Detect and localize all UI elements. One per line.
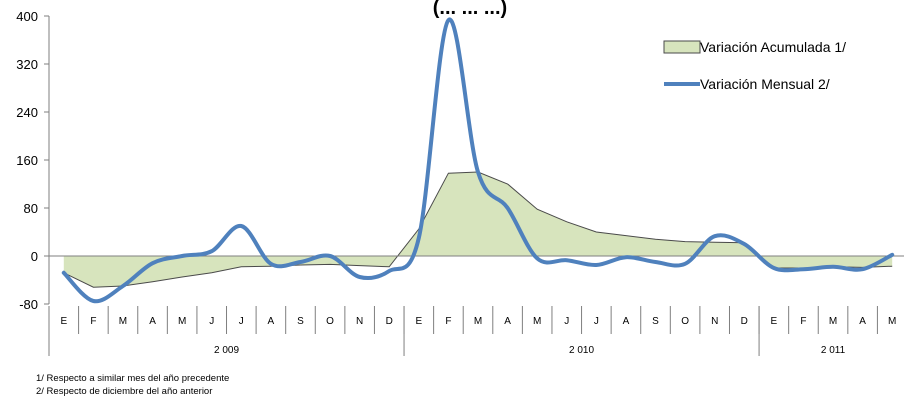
chart-title: (... ... ...) <box>433 0 507 19</box>
y-tick-label: 320 <box>16 57 38 72</box>
x-tick-label: A <box>859 316 866 327</box>
x-tick-label: S <box>297 316 304 327</box>
line-path <box>61 17 895 304</box>
y-tick-label: -80 <box>19 297 38 312</box>
line-series <box>61 17 895 304</box>
x-tick-label: M <box>474 316 482 327</box>
y-tick-label: 240 <box>16 105 38 120</box>
x-tick-label: M <box>888 316 896 327</box>
area-series <box>63 171 893 288</box>
x-tick-label: A <box>623 316 630 327</box>
year-label: 2 011 <box>821 345 846 356</box>
x-tick-label: E <box>415 316 422 327</box>
x-tick-label: E <box>771 316 778 327</box>
y-tick-label: 80 <box>24 201 38 216</box>
x-tick-label: A <box>504 316 511 327</box>
x-tick-label: D <box>741 316 748 327</box>
x-tick-label: F <box>445 316 451 327</box>
tick-labels: -80 0 80 160 240 320 400 E F M A M J J A S O N D E F M A M J J A S O… <box>16 9 896 356</box>
year-label: 2 010 <box>569 345 594 356</box>
legend: Variación Acumulada 1/ Variación Mensual… <box>663 39 846 92</box>
y-tick-label: 0 <box>31 249 38 264</box>
x-tick-label: S <box>652 316 659 327</box>
legend-label-area: Variación Acumulada 1/ <box>700 39 846 55</box>
footnote-2: 2/ Respecto de diciembre del año anterio… <box>36 386 213 397</box>
area-fill <box>63 172 893 288</box>
x-tick-label: F <box>800 316 806 327</box>
x-tick-label: M <box>119 316 127 327</box>
x-tick-label: J <box>209 316 214 327</box>
x-tick-label: J <box>594 316 599 327</box>
x-tick-label: D <box>386 316 393 327</box>
x-tick-label: F <box>90 316 96 327</box>
x-tick-label: E <box>60 316 67 327</box>
x-tick-label: N <box>356 316 363 327</box>
y-tick-label: 400 <box>16 9 38 24</box>
x-tick-label: J <box>239 316 244 327</box>
x-tick-label: A <box>149 316 156 327</box>
chart-canvas: (... ... ...) -80 0 80 160 240 320 400 E F M A M J J A… <box>16 0 904 356</box>
x-tick-label: M <box>829 316 837 327</box>
x-tick-label: J <box>564 316 569 327</box>
legend-swatch-area <box>663 40 701 54</box>
x-tick-label: O <box>681 316 689 327</box>
x-tick-label: A <box>268 316 275 327</box>
x-tick-label: M <box>178 316 186 327</box>
year-label: 2 009 <box>214 345 239 356</box>
y-tick-label: 160 <box>16 153 38 168</box>
x-tick-label: O <box>326 316 334 327</box>
x-tick-label: M <box>533 316 541 327</box>
footnote-1: 1/ Respecto a similar mes del año preced… <box>36 373 230 384</box>
x-tick-label: N <box>711 316 718 327</box>
legend-label-line: Variación Mensual 2/ <box>700 76 830 92</box>
